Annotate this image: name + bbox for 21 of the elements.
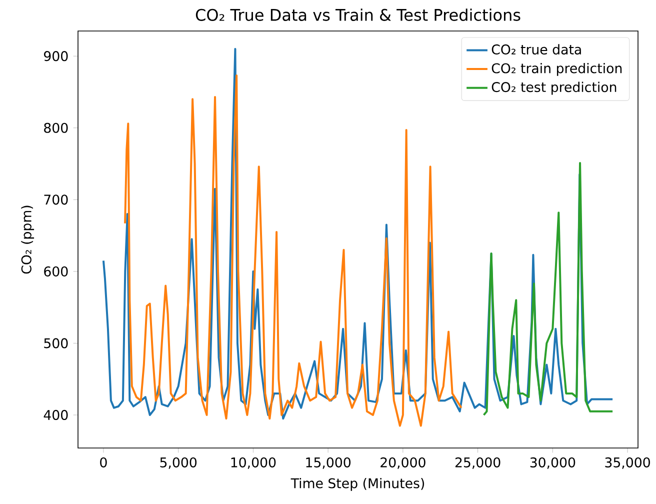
legend-label: CO₂ test prediction — [492, 82, 616, 95]
chart-title: CO₂ True Data vs Train & Test Predictions — [196, 8, 520, 21]
x-tick-label: 35,000 — [605, 457, 650, 469]
x-tick-label: 25,000 — [455, 457, 500, 469]
y-tick-label: 500 — [44, 338, 68, 348]
y-tick-label: 800 — [44, 122, 68, 133]
x-axis-title: Time Step (Minutes) — [290, 478, 424, 491]
y-tick-label: 600 — [44, 266, 68, 276]
x-tick-label: 15,000 — [306, 457, 351, 469]
y-tick-label: 900 — [44, 51, 68, 62]
x-tick-label: 20,000 — [380, 457, 426, 469]
x-tick-label: 0 — [100, 457, 107, 468]
y-tick-label: 400 — [44, 410, 68, 420]
legend-label: CO₂ train prediction — [492, 62, 622, 76]
y-axis-title: CO₂ (ppm) — [21, 206, 34, 274]
x-tick-label: 5,000 — [160, 457, 197, 469]
legend-label: CO₂ true data — [492, 44, 581, 55]
line-series — [482, 162, 614, 416]
x-tick-label: 30,000 — [530, 457, 576, 469]
x-tick-label: 10,000 — [231, 457, 276, 469]
y-tick-label: 700 — [44, 194, 68, 205]
